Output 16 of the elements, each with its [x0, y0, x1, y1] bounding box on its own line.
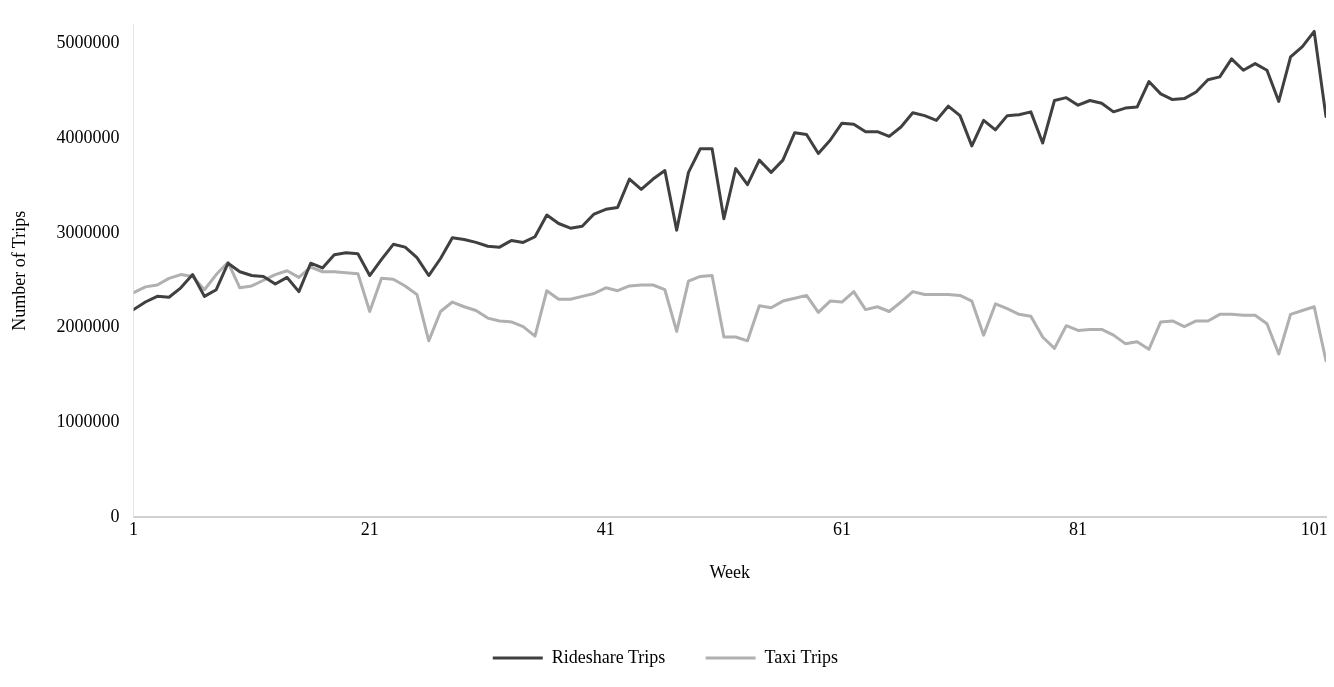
x-tick-label: 101: [1300, 519, 1328, 540]
y-axis-title: Number of Trips: [8, 210, 29, 331]
x-axis-title: Week: [709, 561, 751, 582]
y-tick-label: 4000000: [56, 127, 120, 148]
legend-label: Taxi Trips: [764, 646, 838, 667]
x-tick-label: 81: [1069, 519, 1088, 540]
x-tick-label: 21: [360, 519, 379, 540]
x-tick-label: 41: [596, 519, 615, 540]
x-tick-label: 1: [129, 519, 139, 540]
y-tick-label: 2000000: [56, 316, 120, 337]
y-tick-label: 5000000: [56, 32, 120, 53]
y-tick-label: 0: [110, 505, 120, 526]
x-tick-label: 61: [832, 519, 851, 540]
y-tick-label: 1000000: [56, 410, 120, 431]
legend-label: Rideshare Trips: [551, 646, 666, 667]
y-tick-label: 3000000: [56, 221, 120, 242]
